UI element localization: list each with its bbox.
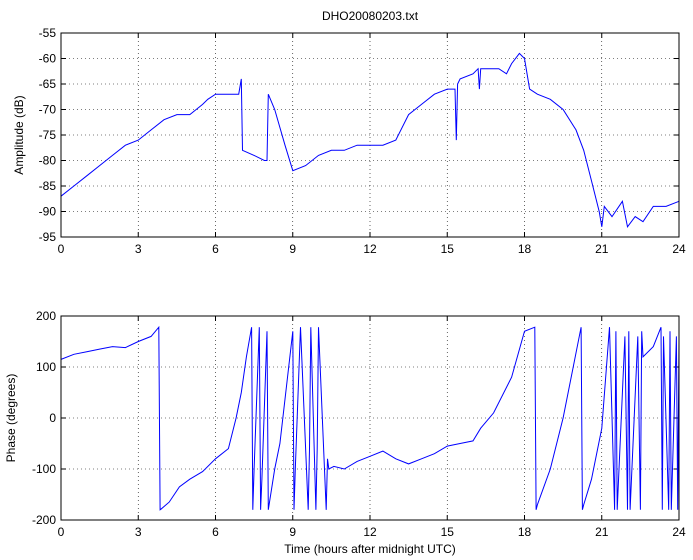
amplitude-x-tick-label: 3 <box>135 242 142 256</box>
phase-series-line <box>60 325 680 511</box>
phase-x-tick-label: 15 <box>441 525 455 539</box>
amplitude-series <box>60 52 680 228</box>
phase-series <box>60 325 680 511</box>
amplitude-x-tick-label: 24 <box>672 242 686 256</box>
amplitude-y-tick-label: -65 <box>39 77 57 91</box>
phase-plot-frame <box>60 315 680 521</box>
amplitude-x-tick-label: 6 <box>212 242 219 256</box>
phase-x-axis-label: Time (hours after midnight UTC) <box>284 542 456 556</box>
phase-x-tick-label: 24 <box>672 525 686 539</box>
amplitude-x-tick-label: 9 <box>289 242 296 256</box>
amplitude-ticks: 0 3 6 9 12 15 18 21 24 -95 -90 -85 -80 -75 -70 -65 -60 -5… <box>39 26 686 256</box>
amplitude-x-tick-label: 18 <box>518 242 532 256</box>
phase-y-tick-label: 0 <box>49 411 56 425</box>
amplitude-y-tick-label: -70 <box>39 103 57 117</box>
amplitude-y-tick-label: -80 <box>39 154 57 168</box>
amplitude-y-tick-label: -85 <box>39 179 57 193</box>
phase-x-tick-label: 0 <box>58 525 65 539</box>
amplitude-y-tick-label: -75 <box>39 128 57 142</box>
phase-y-tick-label: -200 <box>32 513 56 527</box>
amplitude-x-tick-label: 0 <box>58 242 65 256</box>
amplitude-plot-frame <box>60 32 680 238</box>
phase-y-tick-label: 200 <box>36 309 56 323</box>
amplitude-x-tick-label: 15 <box>441 242 455 256</box>
phase-x-tick-label: 12 <box>363 525 377 539</box>
phase-y-axis-label: Phase (degrees) <box>4 374 18 463</box>
amplitude-x-tick-label: 12 <box>363 242 377 256</box>
phase-x-tick-label: 18 <box>518 525 532 539</box>
phase-y-tick-label: -100 <box>32 462 56 476</box>
phase-x-tick-label: 21 <box>595 525 609 539</box>
amplitude-chart: DHO20080203.txt 0 3 6 9 12 15 18 21 24 -95 -90 -85 -… <box>12 9 686 256</box>
amplitude-series-line <box>60 52 680 228</box>
phase-grid <box>61 316 679 520</box>
amplitude-x-tick-label: 21 <box>595 242 609 256</box>
phase-x-tick-label: 3 <box>135 525 142 539</box>
amplitude-y-tick-label: -55 <box>39 26 57 40</box>
amplitude-y-tick-label: -95 <box>39 230 57 244</box>
amplitude-y-tick-label: -60 <box>39 52 57 66</box>
phase-y-tick-label: 100 <box>36 360 56 374</box>
amplitude-chart-title: DHO20080203.txt <box>322 9 419 23</box>
phase-x-tick-label: 6 <box>212 525 219 539</box>
phase-chart: 0 3 6 9 12 15 18 21 24 -200 -100 0 100 200 Phase (deg… <box>4 309 686 556</box>
amplitude-y-axis-label: Amplitude (dB) <box>12 95 26 174</box>
phase-x-tick-label: 9 <box>289 525 296 539</box>
amplitude-grid <box>61 33 679 237</box>
amplitude-y-tick-label: -90 <box>39 205 57 219</box>
